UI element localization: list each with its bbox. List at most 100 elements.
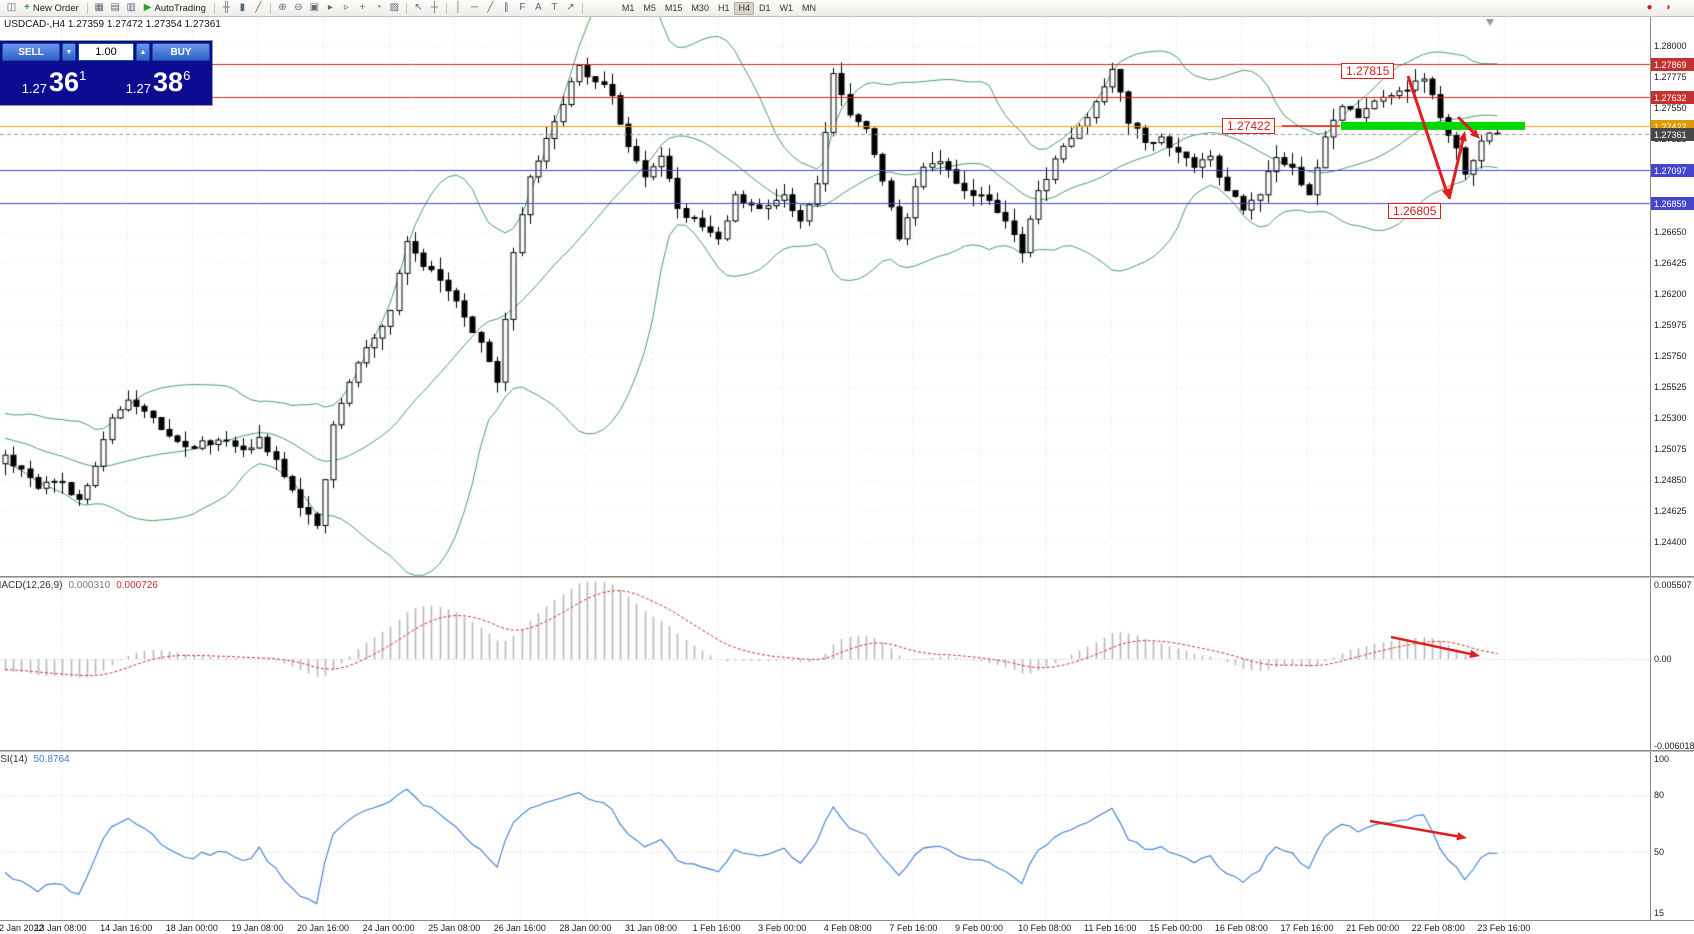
- time-tick-label: 19 Jan 08:00: [231, 923, 284, 933]
- indicators-icon[interactable]: +: [359, 2, 366, 13]
- one-click-trading-panel: SELL ▼ ▲ BUY 1.27 36 1 1.27 38 6: [0, 41, 212, 105]
- ohlc-info: USDCAD-,H4 1.27359 1.27472 1.27354 1.273…: [4, 19, 221, 30]
- templates-icon[interactable]: ▨: [389, 2, 400, 13]
- autotrading-button-label: AutoTrading: [154, 2, 206, 14]
- price-tick-label: 1.27775: [1654, 72, 1687, 82]
- data-window-icon[interactable]: ▤: [110, 2, 120, 13]
- price-tick-label: 1.25750: [1654, 351, 1687, 361]
- equidistant-channel-icon[interactable]: ∥: [503, 2, 509, 13]
- rsi-tick-label: 15: [1654, 908, 1665, 918]
- price-tick-label: 1.25525: [1654, 382, 1687, 392]
- sell-button[interactable]: SELL: [2, 43, 60, 61]
- volume-input[interactable]: [78, 43, 134, 61]
- toolbar-separator: [405, 2, 407, 14]
- time-tick-label: 24 Jan 00:00: [362, 923, 415, 933]
- trendline-icon[interactable]: ╱: [487, 2, 494, 13]
- zoom-in-icon[interactable]: ⊕: [278, 2, 287, 13]
- label-icon[interactable]: T: [551, 2, 558, 13]
- timeframe-d1-button[interactable]: D1: [758, 3, 771, 13]
- volume-decrease-button[interactable]: ▼: [62, 43, 76, 61]
- cursor-icon[interactable]: ↖: [414, 2, 423, 13]
- horizontal-line-icon[interactable]: ─: [470, 2, 478, 13]
- toolbar-separator: [269, 2, 271, 14]
- fibonacci-icon[interactable]: F: [519, 2, 526, 13]
- panel-divider[interactable]: [0, 750, 1694, 752]
- autotrading-button[interactable]: ▶ AutoTrading: [140, 1, 210, 15]
- macd-indicator-label: MACD(12,26,9) 0.000310 0.000726: [0, 580, 158, 591]
- volume-increase-button[interactable]: ▲: [136, 43, 150, 61]
- zoom-out-icon[interactable]: ⊖: [294, 2, 303, 13]
- line-chart-icon[interactable]: ╱: [255, 2, 262, 13]
- rsi-tick-label: 100: [1654, 754, 1670, 764]
- bar-chart-icon[interactable]: ╫: [222, 2, 230, 13]
- time-tick-label: 22 Feb 08:00: [1411, 923, 1465, 933]
- community-icon[interactable]: ◗: [1665, 2, 1672, 13]
- bid-price[interactable]: 1.27 36 1: [2, 61, 106, 103]
- price-callout[interactable]: 1.27815: [1341, 63, 1395, 79]
- time-tick-label: 16 Feb 08:00: [1214, 923, 1268, 933]
- price-callout[interactable]: 1.26805: [1388, 203, 1442, 219]
- timeframe-m15-button[interactable]: M15: [664, 3, 683, 13]
- price-tick-label: 1.24400: [1654, 537, 1687, 547]
- auto-scroll-icon[interactable]: ▸: [327, 2, 333, 13]
- new-order-button[interactable]: + New Order: [20, 1, 83, 15]
- text-icon[interactable]: A: [535, 2, 542, 13]
- autotrading-play-icon: ▶: [143, 2, 152, 13]
- price-tick-label: 1.27550: [1654, 103, 1687, 113]
- rsi-tick-label: 80: [1654, 790, 1665, 800]
- ask-price-sup: 6: [183, 67, 191, 83]
- vertical-line-icon[interactable]: │: [455, 2, 462, 13]
- toolbar-separator: [445, 2, 447, 14]
- new-order-plus-icon: +: [24, 2, 30, 13]
- timeframe-h1-button[interactable]: H1: [717, 3, 730, 13]
- arrows-icon[interactable]: ↗: [566, 2, 575, 13]
- price-level-label: 1.27361: [1651, 128, 1694, 141]
- price-axis[interactable]: 1.280001.277751.275501.273251.271001.268…: [1650, 0, 1694, 934]
- time-tick-label: 23 Feb 16:00: [1477, 923, 1531, 933]
- time-tick-label: 21 Feb 00:00: [1346, 923, 1400, 933]
- toolbar-right-group: ● ◗: [1642, 1, 1690, 15]
- time-tick-label: 31 Jan 08:00: [624, 923, 678, 933]
- chart-shift-icon[interactable]: ▹: [343, 2, 349, 13]
- caret-up-icon: ▲: [139, 48, 147, 56]
- periods-icon[interactable]: ◔: [375, 2, 382, 13]
- one-click-controls-row: SELL ▼ ▲ BUY: [2, 43, 210, 61]
- timeframe-h4-button[interactable]: H4: [734, 1, 754, 15]
- terminal-icon[interactable]: ▥: [126, 2, 136, 13]
- time-axis-separator: [0, 920, 1694, 921]
- candlestick-chart-icon[interactable]: ▮: [239, 2, 246, 13]
- time-tick-label: 15 Feb 00:00: [1149, 923, 1203, 933]
- price-level-label: 1.27869: [1651, 58, 1694, 71]
- panel-divider[interactable]: [0, 576, 1694, 578]
- ask-price[interactable]: 1.27 38 6: [106, 61, 210, 103]
- timeframe-w1-button[interactable]: W1: [779, 3, 794, 13]
- ask-price-big: 38: [153, 67, 184, 97]
- price-tick-label: 1.25300: [1654, 413, 1687, 423]
- time-tick-label: 14 Jan 16:00: [100, 923, 153, 933]
- timeframe-m30-button[interactable]: M30: [691, 3, 709, 13]
- timeframe-mn-button[interactable]: MN: [802, 3, 816, 13]
- time-tick-label: 11 Feb 16:00: [1084, 923, 1137, 933]
- market-watch-icon[interactable]: ▦: [94, 2, 104, 13]
- price-tick-label: 1.25975: [1654, 320, 1687, 330]
- buy-button[interactable]: BUY: [152, 43, 210, 61]
- toolbar-separator: [213, 2, 215, 14]
- price-tick-label: 1.26200: [1654, 289, 1687, 299]
- chart-window-icon[interactable]: ◫: [6, 2, 17, 13]
- time-tick-label: 9 Feb 00:00: [954, 923, 1004, 933]
- timeframe-m5-button[interactable]: M5: [643, 3, 656, 13]
- timeframe-m1-button[interactable]: M1: [621, 3, 635, 13]
- time-tick-label: 17 Feb 16:00: [1280, 923, 1334, 933]
- time-tick-label: 1 Feb 16:00: [692, 923, 741, 933]
- toolbar-separator: [86, 2, 88, 14]
- time-tick-label: 7 Feb 16:00: [889, 923, 938, 933]
- alerts-icon[interactable]: ●: [1646, 2, 1653, 13]
- macd-value-2: 0.000726: [116, 580, 158, 591]
- price-callout[interactable]: 1.27422: [1222, 118, 1276, 134]
- crosshair-icon[interactable]: ┼: [430, 2, 438, 13]
- main-toolbar: ◫ + New Order ▦ ▤ ▥ ▶ AutoTrading ╫ ▮ ╱ ⊕ ⊖ ▣ ▸ ▹ + ◔ ▨ ↖ ┼ │…: [0, 0, 1694, 17]
- macd-tick-label: 0.00: [1654, 654, 1672, 664]
- tile-windows-icon[interactable]: ▣: [309, 2, 320, 13]
